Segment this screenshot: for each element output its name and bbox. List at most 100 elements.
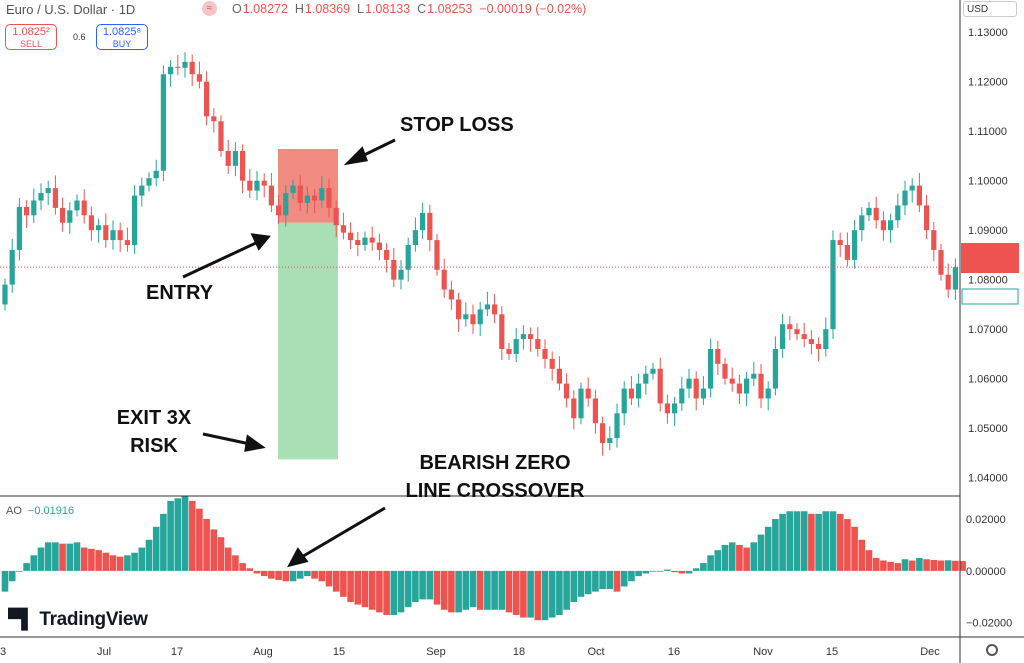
candle-body: [578, 388, 584, 419]
spread: 0.6: [73, 32, 86, 42]
candle-body: [528, 334, 534, 340]
time-tick-label: Nov: [753, 646, 773, 658]
time-tick-label: Jul: [97, 646, 111, 658]
ao-bar: [167, 500, 174, 571]
ao-bar: [505, 570, 513, 613]
candle-body: [398, 269, 404, 280]
ao-bar: [253, 570, 261, 574]
candle-body: [427, 212, 433, 241]
candle-body: [117, 230, 123, 241]
candle-body: [276, 205, 282, 216]
candle-body: [88, 215, 94, 231]
ao-bar: [52, 542, 59, 571]
ao-bar: [836, 513, 844, 571]
candle-body: [895, 205, 901, 221]
time-tick-label: 15: [826, 646, 838, 658]
ao-bar: [498, 570, 506, 610]
settings-icon[interactable]: [986, 644, 998, 656]
candle-body: [268, 185, 274, 206]
candle-body: [780, 324, 786, 349]
candle-body: [672, 403, 678, 414]
candle-body: [952, 267, 958, 290]
candle-body: [484, 304, 490, 310]
tradingview-logo[interactable]: ▀▌ TradingView: [8, 609, 148, 630]
candle-body: [657, 368, 663, 404]
ao-bar: [368, 570, 376, 610]
candle-body: [312, 195, 318, 201]
candle-body: [333, 207, 339, 226]
price-tick-label: 1.10000: [968, 176, 1008, 188]
price-tick-label: 1.04000: [968, 473, 1008, 485]
candle-body: [621, 388, 627, 414]
ao-bar: [376, 570, 383, 613]
buy-button[interactable]: 1.0825⁸ BUY: [96, 24, 148, 50]
candle-body: [686, 378, 692, 389]
candle-body: [412, 230, 418, 246]
candle-body: [650, 368, 656, 374]
candle-body: [520, 334, 526, 340]
candle-body: [700, 388, 706, 399]
ao-bar: [534, 570, 542, 621]
ao-bar: [872, 557, 880, 571]
ao-bar: [354, 570, 362, 605]
candle-body: [218, 121, 224, 151]
symbol-title[interactable]: Euro / U.S. Dollar · 1D: [6, 2, 136, 17]
ao-bar: [196, 508, 203, 571]
ao-bar: [224, 547, 232, 571]
ao-bar: [880, 560, 887, 571]
ao-bar: [44, 542, 52, 571]
candle-body: [160, 74, 166, 171]
candle-body: [715, 348, 721, 364]
ao-bar: [404, 570, 412, 608]
ao-bar: [685, 570, 693, 574]
ohlc-readout: O1.08272 H1.08369 L1.08133 C1.08253 −0.0…: [232, 2, 587, 16]
candle-body: [441, 269, 447, 290]
sell-button[interactable]: 1.0825² SELL: [5, 24, 57, 50]
candle-body: [182, 61, 188, 68]
ao-bar: [102, 552, 110, 571]
ao-bar: [217, 537, 225, 571]
candle-body: [571, 398, 577, 419]
candle-body: [492, 304, 498, 315]
currency-selector[interactable]: USD: [963, 1, 1017, 17]
ao-legend[interactable]: AO −0.01916: [6, 505, 75, 517]
candle-body: [225, 150, 231, 166]
candle-body: [902, 190, 908, 206]
candle-body: [873, 207, 879, 221]
candle-body: [355, 240, 361, 246]
price-tick-label: 1.06000: [968, 374, 1008, 386]
ao-bar: [390, 570, 398, 615]
candle-body: [45, 188, 51, 194]
ao-bar: [325, 570, 333, 587]
candle-body: [196, 74, 202, 82]
candle-body: [859, 215, 865, 231]
time-tick-label: Dec: [920, 646, 940, 658]
ao-bar: [73, 542, 81, 571]
candle-body: [744, 378, 750, 394]
candle-body: [103, 225, 109, 241]
ao-bar: [520, 570, 527, 618]
ao-bar: [116, 556, 124, 571]
ao-bar: [476, 570, 484, 610]
candle-body: [549, 358, 555, 369]
candle-body: [189, 61, 195, 75]
entry-label: ENTRY: [146, 282, 214, 304]
candle-body: [880, 220, 886, 231]
ao-bar: [858, 539, 866, 571]
ao-bar: [692, 568, 700, 571]
ao-bar: [210, 529, 218, 571]
candle-body: [607, 438, 613, 444]
ao-bar: [160, 513, 167, 571]
candle-body: [67, 210, 73, 223]
ao-bar: [88, 548, 95, 571]
ao-bar: [426, 570, 434, 600]
ao-bar: [714, 550, 722, 571]
candle-body: [729, 378, 735, 384]
ao-bar: [448, 570, 455, 613]
candle-body: [240, 150, 246, 181]
wave-icon[interactable]: ≈: [202, 1, 217, 16]
candle-body: [794, 329, 800, 335]
candle-body: [2, 284, 8, 305]
